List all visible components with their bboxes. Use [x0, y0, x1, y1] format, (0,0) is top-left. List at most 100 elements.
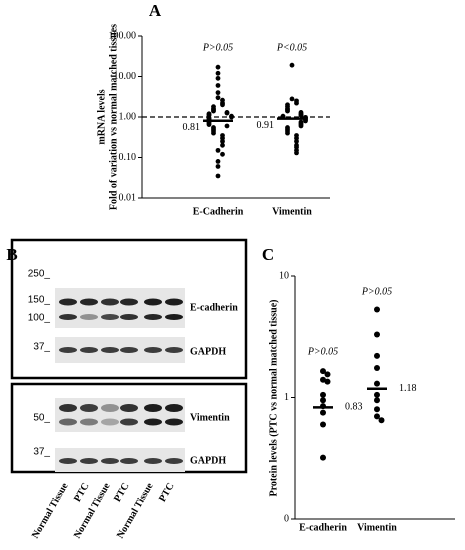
data-point — [374, 380, 380, 387]
band-label: GAPDH — [190, 346, 226, 357]
data-point — [374, 331, 380, 338]
x-tick-label: Vimentin — [272, 206, 312, 217]
blot-band — [101, 298, 119, 306]
data-point — [220, 102, 225, 108]
data-point — [378, 417, 385, 424]
median-label: 0.81 — [183, 122, 201, 133]
blot-band — [101, 404, 119, 412]
panel-label: C — [262, 245, 274, 264]
band-label: Vimentin — [190, 412, 230, 423]
data-point — [320, 368, 326, 375]
blot-band — [101, 418, 119, 426]
y-tick-label: 0.01 — [119, 192, 137, 203]
data-point — [374, 391, 380, 398]
data-point — [320, 391, 326, 398]
median-label: 0.91 — [257, 120, 275, 131]
data-point — [215, 159, 221, 164]
y-tick-label: 0.10 — [119, 152, 137, 163]
blot-strip — [55, 398, 185, 432]
data-point — [320, 376, 326, 383]
blot-band — [165, 404, 183, 412]
blot-band — [120, 404, 138, 412]
y-axis-label: mRNA levels — [96, 89, 107, 144]
data-point — [215, 75, 221, 81]
data-point — [374, 413, 380, 420]
data-point — [229, 114, 234, 120]
data-point — [374, 406, 380, 413]
data-point — [206, 122, 212, 127]
x-tick-label: Vimentin — [357, 522, 397, 533]
blot-band — [59, 404, 77, 412]
data-point — [211, 130, 216, 136]
data-point — [298, 123, 304, 129]
data-point — [215, 83, 221, 88]
blot-band — [59, 347, 77, 353]
band-label: E-cadherin — [190, 302, 238, 313]
marker-label: 150_ — [28, 295, 51, 306]
data-point — [324, 371, 331, 378]
blot-band — [120, 347, 138, 353]
data-point — [215, 90, 221, 96]
data-point — [215, 70, 221, 76]
median-label: 0.83 — [345, 402, 363, 413]
blot-band — [120, 418, 138, 426]
blot-box — [10, 238, 248, 380]
annotation: P>0.05 — [202, 42, 233, 53]
blot-band — [80, 314, 98, 320]
y-tick-label: 10.00 — [114, 71, 137, 82]
lane-label: PTC — [157, 481, 177, 504]
data-point — [320, 454, 326, 461]
blot-band — [80, 418, 98, 426]
blot-band — [165, 458, 183, 464]
blot-band — [101, 458, 119, 464]
blot-band — [59, 298, 77, 306]
blot-band — [120, 298, 138, 306]
data-point — [220, 138, 225, 144]
blot-band — [165, 347, 183, 353]
data-point — [324, 378, 331, 385]
blot-band — [59, 314, 77, 320]
blot-band — [80, 404, 98, 412]
blot-band — [144, 404, 162, 412]
y-tick-label: 100.00 — [109, 30, 137, 41]
y-tick-label: 10 — [279, 270, 289, 281]
data-point — [215, 164, 221, 169]
data-point — [374, 306, 380, 313]
data-point — [224, 123, 230, 129]
blot-strip — [55, 448, 185, 472]
panel-label: A — [149, 1, 162, 20]
data-point — [289, 62, 295, 68]
blot-band — [80, 347, 98, 353]
data-point — [289, 96, 295, 102]
panel-label: B — [6, 245, 17, 264]
lane-label: PTC — [72, 481, 92, 504]
data-point — [294, 138, 299, 144]
y-axis-label: Protein levels (PTC vs normal matched ti… — [268, 299, 279, 496]
marker-label: 250_ — [28, 269, 51, 280]
blot-band — [144, 418, 162, 426]
x-tick-label: E-cadherin — [299, 522, 347, 533]
marker-label: 50_ — [33, 413, 50, 424]
blot-band — [144, 298, 162, 306]
data-point — [285, 130, 290, 136]
data-point — [215, 64, 221, 70]
x-tick-label: E-Cadherin — [193, 206, 244, 217]
y-axis-label: Fold of variation vs normal matched tiss… — [108, 24, 119, 210]
data-point — [320, 409, 326, 416]
blot-band — [59, 458, 77, 464]
data-point — [211, 108, 216, 114]
data-point — [374, 364, 380, 371]
blot-strip — [55, 288, 185, 328]
band-label: GAPDH — [190, 455, 226, 466]
blot-band — [144, 347, 162, 353]
y-tick-label: 1.00 — [119, 111, 137, 122]
data-point — [220, 142, 225, 148]
data-point — [215, 147, 221, 153]
marker-label: 37_ — [33, 342, 50, 353]
data-point — [224, 110, 230, 116]
data-point — [298, 112, 304, 118]
data-point — [320, 421, 326, 428]
blot-band — [144, 458, 162, 464]
lane-label: PTC — [112, 481, 132, 504]
